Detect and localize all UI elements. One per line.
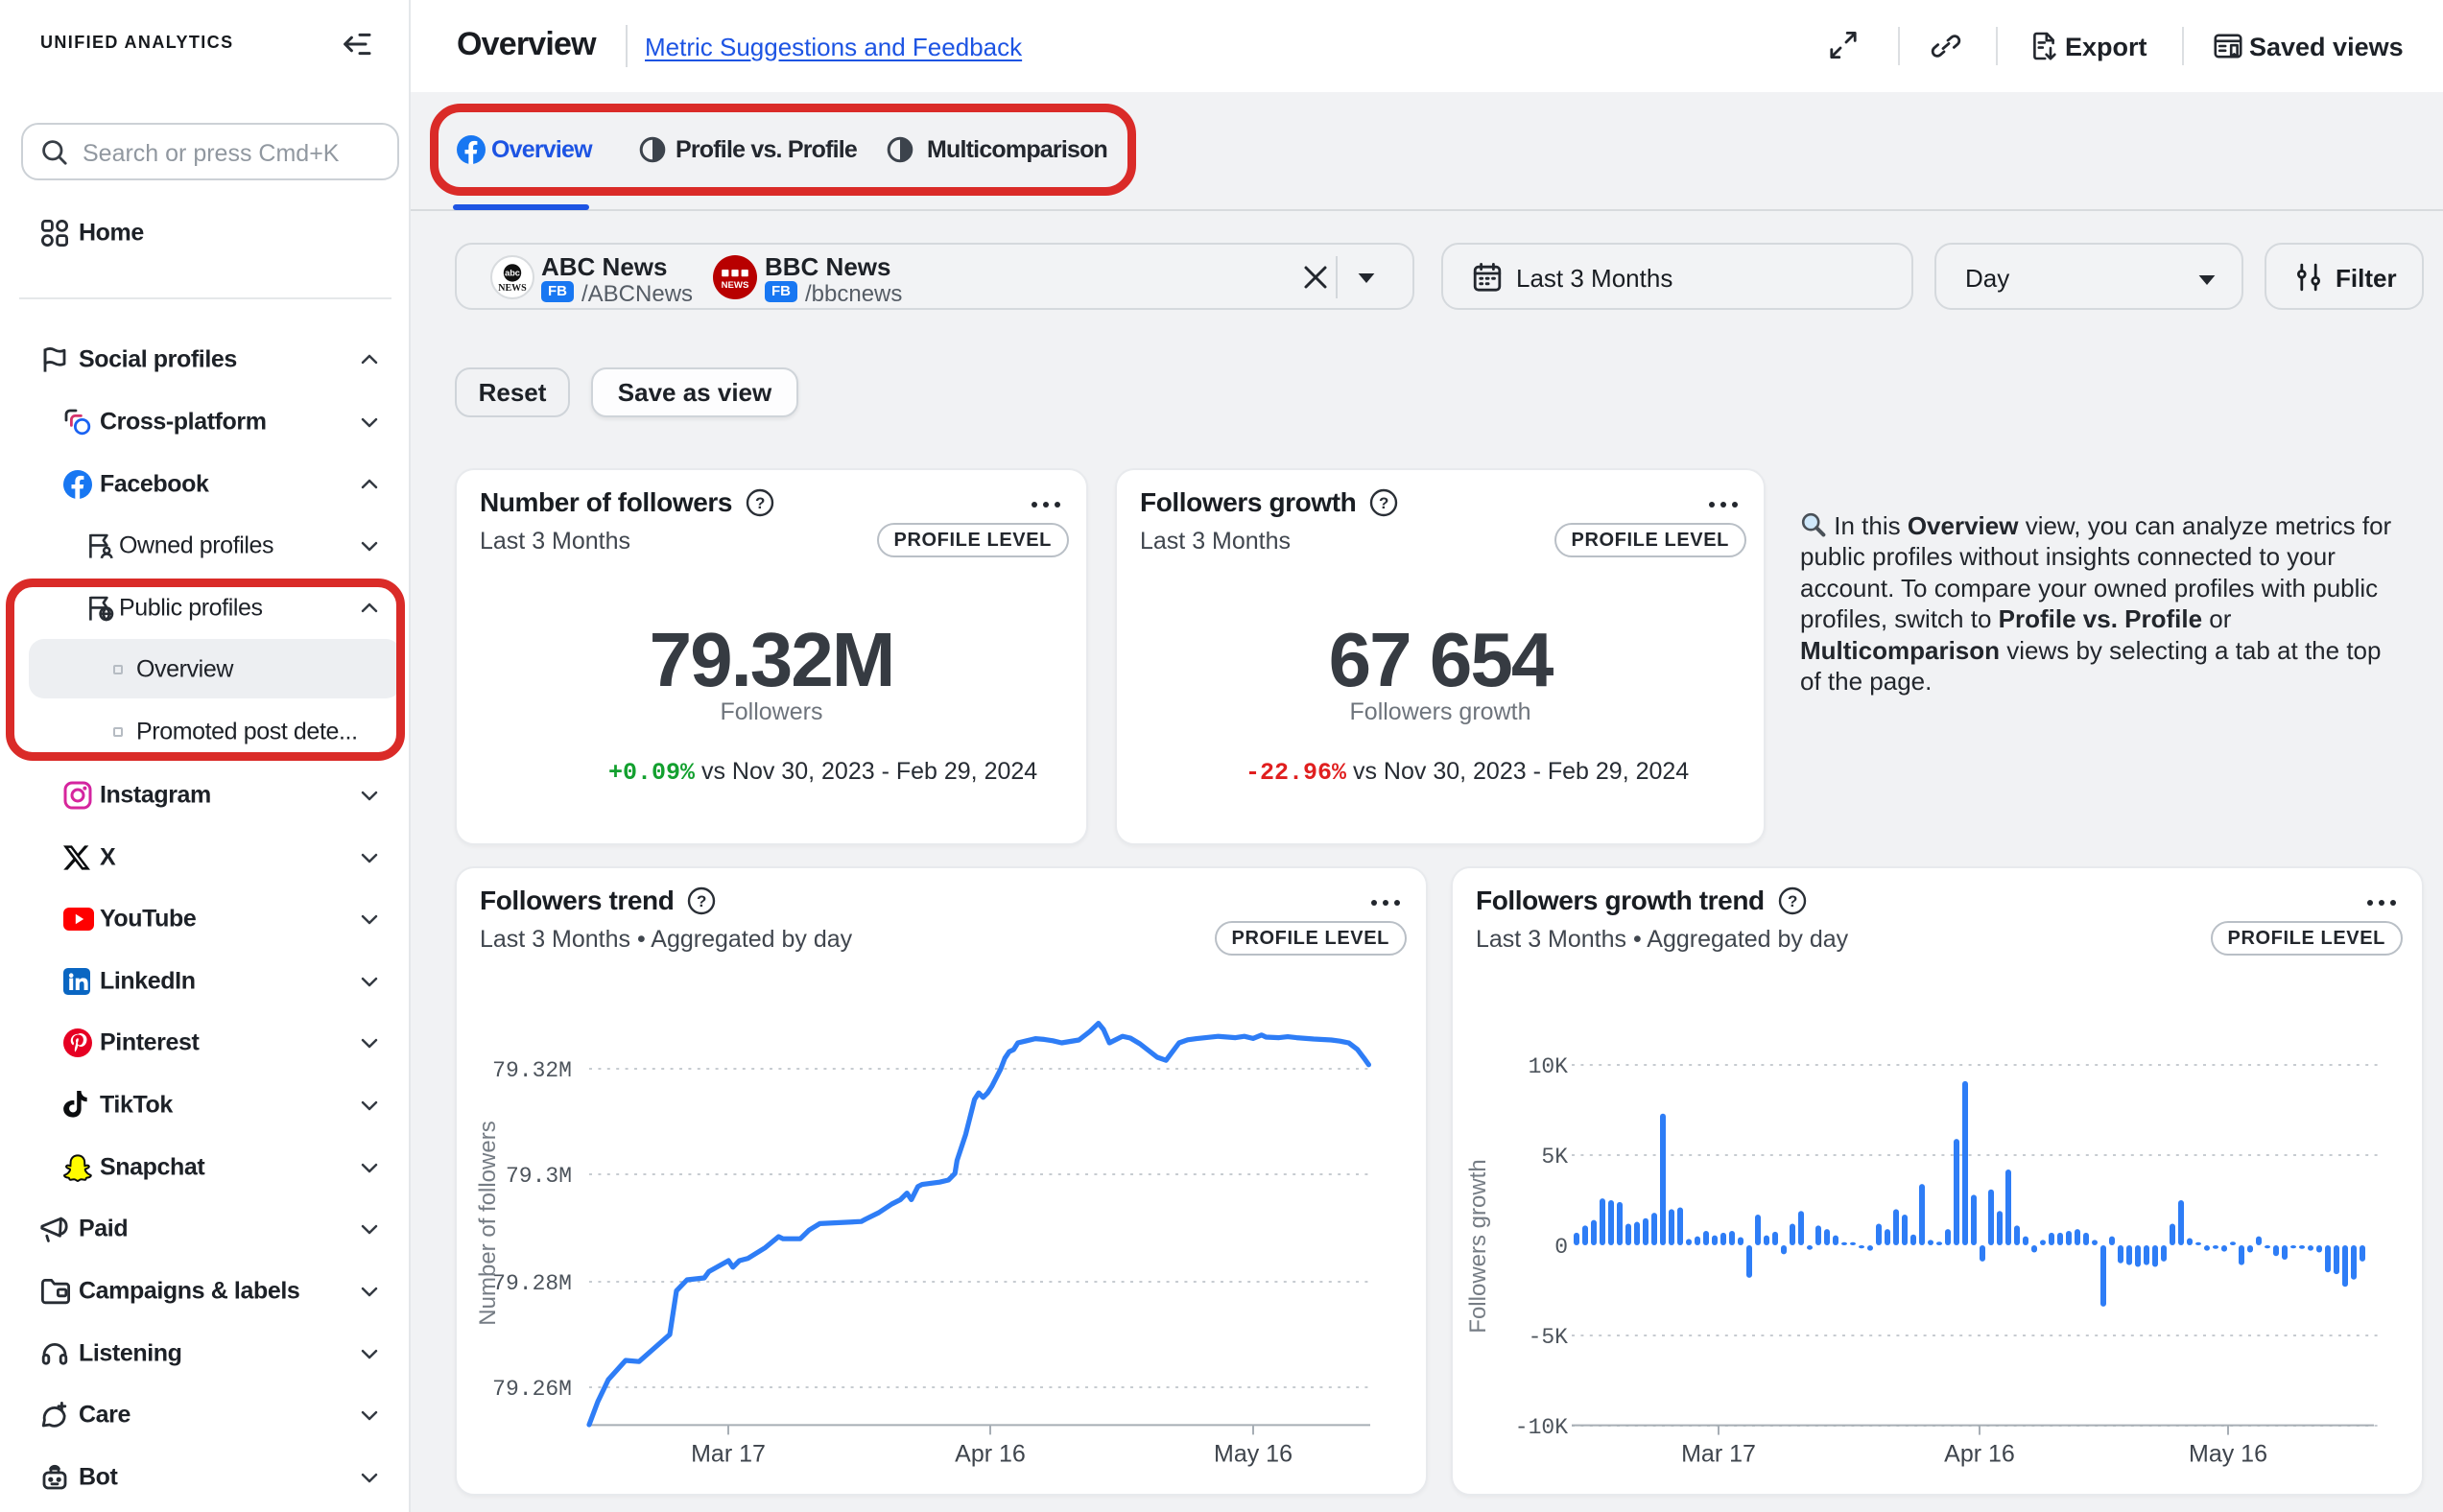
svg-text:79.28M: 79.28M [492,1271,572,1296]
svg-text:May 16: May 16 [2189,1441,2267,1468]
svg-text:79.3M: 79.3M [506,1164,572,1189]
svg-text:-5K: -5K [1529,1325,1569,1350]
svg-text:-10K: -10K [1515,1415,1568,1440]
svg-text:?: ? [755,494,765,512]
svg-text:May 16: May 16 [1214,1440,1293,1467]
svg-text:?: ? [697,892,706,910]
svg-text:Number of followers: Number of followers [475,1121,501,1325]
svg-text:?: ? [1788,892,1797,910]
svg-text:abc: abc [505,269,520,278]
svg-text:79.26M: 79.26M [492,1377,572,1402]
svg-text:?: ? [1379,494,1388,512]
svg-text:Followers growth: Followers growth [1465,1159,1491,1333]
svg-text:10K: 10K [1529,1054,1569,1079]
svg-text:NEWS: NEWS [722,280,749,291]
svg-text:NEWS: NEWS [498,283,527,294]
svg-text:Apr 16: Apr 16 [955,1440,1026,1467]
svg-text:5K: 5K [1541,1145,1568,1169]
svg-text:79.32M: 79.32M [492,1058,572,1083]
svg-text:Mar 17: Mar 17 [1681,1441,1756,1468]
svg-text:Mar 17: Mar 17 [691,1440,766,1467]
svg-text:0: 0 [1554,1235,1568,1260]
svg-text:Apr 16: Apr 16 [1944,1441,2015,1468]
